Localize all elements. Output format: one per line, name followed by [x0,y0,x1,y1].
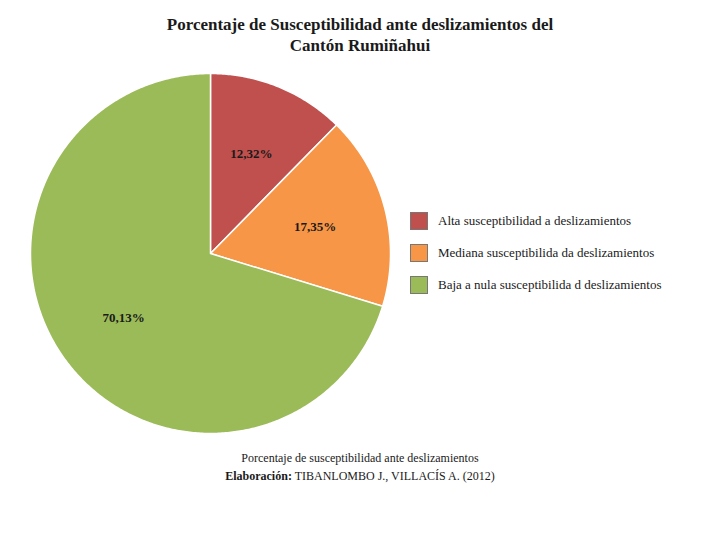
html-text:Elaboración: TIBANLOMBO J., VI: Elaboración: TIBANLOMBO J., VILLACÍS A. … [225,468,495,483]
html-text:Mediana susceptibilida da desl: Mediana susceptibilida da deslizamientos [438,244,655,260]
html-text:Alta susceptibilidad a desliza: Alta susceptibilidad a deslizamientos [438,212,632,228]
html-text:Porcentaje de susceptibilidad: Porcentaje de susceptibilidad ante desli… [241,450,479,465]
svg-text:17,35%: 17,35% [294,219,336,234]
svg-text:12,32%: 12,32% [230,145,272,160]
svg-text:70,13%: 70,13% [103,309,145,324]
html-text:Porcentaje de Susceptibilidad: Porcentaje de Susceptibilidad ante desli… [166,15,554,56]
html-text:Baja a nula susceptibilida d d: Baja a nula susceptibilida d deslizamien… [438,276,662,292]
